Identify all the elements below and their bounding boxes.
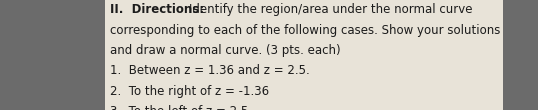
FancyBboxPatch shape bbox=[105, 0, 503, 110]
Text: 1.  Between z = 1.36 and z = 2.5.: 1. Between z = 1.36 and z = 2.5. bbox=[110, 64, 310, 77]
Text: II.  Directions:: II. Directions: bbox=[110, 3, 209, 16]
Text: 3.  To the left of z = 2.5: 3. To the left of z = 2.5 bbox=[110, 105, 249, 110]
Text: Identify the region/area under the normal curve: Identify the region/area under the norma… bbox=[189, 3, 473, 16]
Text: and draw a normal curve. (3 pts. each): and draw a normal curve. (3 pts. each) bbox=[110, 44, 341, 57]
Text: corresponding to each of the following cases. Show your solutions: corresponding to each of the following c… bbox=[110, 24, 501, 37]
Text: 2.  To the right of z = -1.36: 2. To the right of z = -1.36 bbox=[110, 85, 270, 98]
